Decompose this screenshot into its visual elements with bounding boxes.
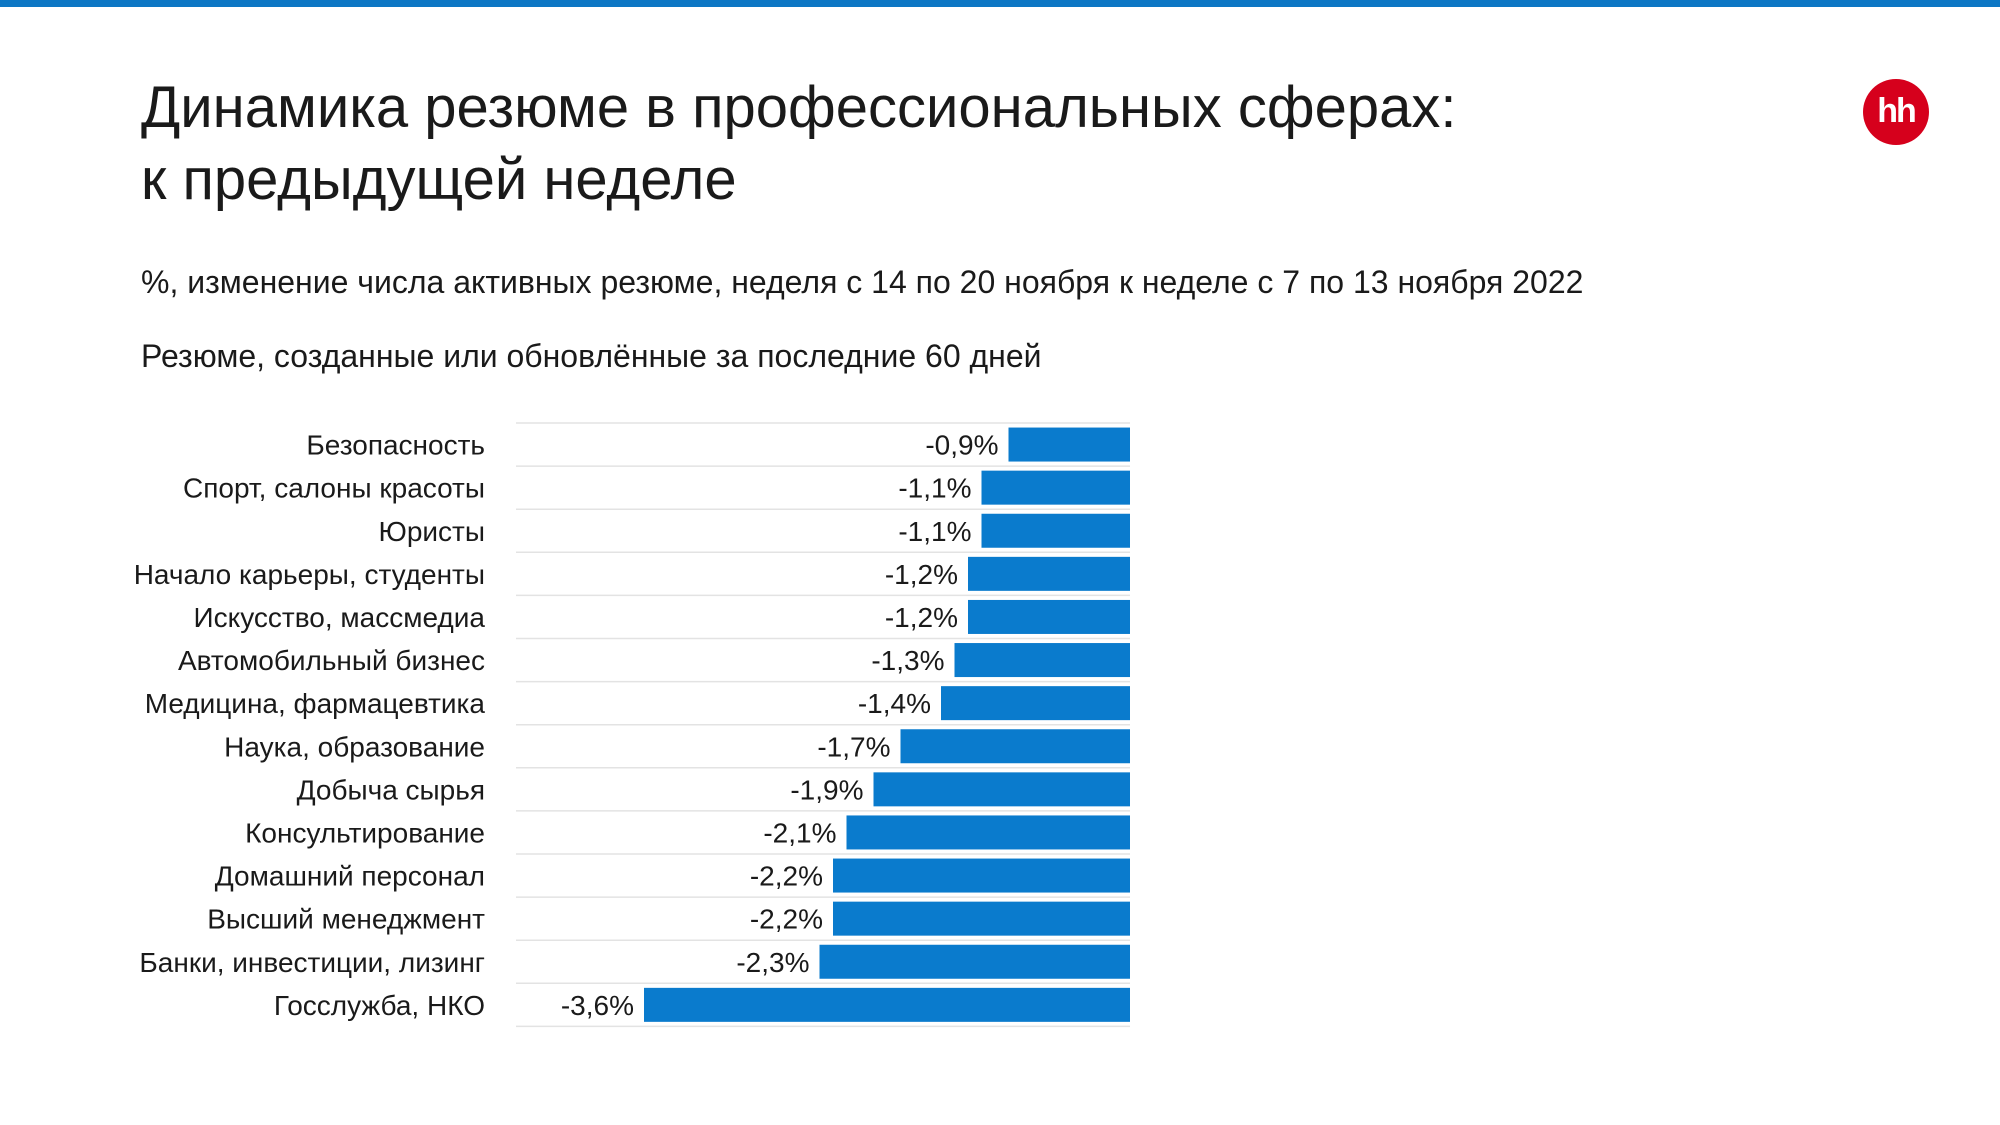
- chart-note: Резюме, созданные или обновлённые за пос…: [141, 338, 1042, 374]
- data-label: -2,3%: [736, 947, 809, 978]
- category-label: Наука, образование: [224, 731, 485, 762]
- bar: [833, 858, 1130, 893]
- category-label: Юристы: [379, 516, 485, 547]
- page-title: Динамика резюме в профессиональных сфера…: [141, 72, 1741, 216]
- bar: [900, 729, 1130, 764]
- data-label: -1,1%: [898, 516, 971, 547]
- hh-logo: hh: [1863, 79, 1929, 145]
- bar: [954, 643, 1130, 678]
- category-label: Высший менеджмент: [207, 904, 485, 935]
- bar: [1008, 427, 1130, 462]
- bar: [873, 772, 1130, 807]
- category-label: Банки, инвестиции, лизинг: [139, 947, 485, 978]
- category-label: Автомобильный бизнес: [178, 645, 485, 676]
- category-label: Медицина, фармацевтика: [145, 688, 486, 719]
- category-label: Безопасность: [306, 430, 485, 461]
- category-label: Госслужба, НКО: [274, 990, 485, 1021]
- bar: [846, 815, 1130, 850]
- data-label: -2,1%: [763, 817, 836, 848]
- top-accent-bar: [0, 0, 2000, 7]
- category-label: Искусство, массмедиа: [194, 602, 486, 633]
- data-label: -1,7%: [817, 731, 890, 762]
- bar: [968, 556, 1130, 591]
- data-label: -0,9%: [925, 430, 998, 461]
- data-label: -2,2%: [750, 861, 823, 892]
- data-label: -1,2%: [885, 559, 958, 590]
- category-label: Домашний персонал: [215, 861, 485, 892]
- category-label: Добыча сырья: [297, 774, 485, 805]
- data-label: -1,9%: [790, 774, 863, 805]
- chart-subtitle: %, изменение числа активных резюме, неде…: [141, 264, 1584, 300]
- title-line-1: Динамика резюме в профессиональных сфера…: [141, 75, 1457, 140]
- bar: [644, 987, 1130, 1022]
- category-label: Начало карьеры, студенты: [134, 559, 485, 590]
- bar: [981, 513, 1130, 548]
- bar: [833, 901, 1130, 936]
- data-label: -3,6%: [561, 990, 634, 1021]
- data-label: -1,4%: [858, 688, 931, 719]
- bar: [941, 686, 1130, 721]
- bar-chart: Безопасность -0,9% Спорт, салоны красоты -1…: [134, 422, 1130, 1028]
- title-line-2: к предыдущей неделе: [141, 147, 737, 212]
- bar: [981, 470, 1130, 505]
- data-label: -1,3%: [871, 645, 944, 676]
- data-label: -1,2%: [885, 602, 958, 633]
- category-label: Спорт, салоны красоты: [183, 473, 485, 504]
- data-label: -2,2%: [750, 904, 823, 935]
- data-label: -1,1%: [898, 473, 971, 504]
- bar: [968, 599, 1130, 634]
- bar: [819, 944, 1130, 979]
- category-label: Консультирование: [245, 817, 485, 848]
